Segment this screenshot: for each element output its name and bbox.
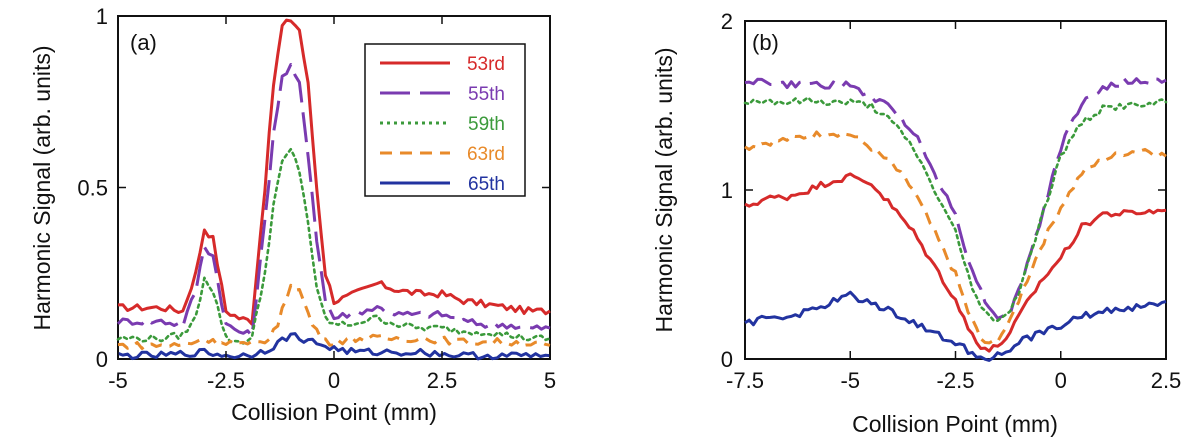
tick-layer-a: -5 -2.5 0 2.5 5 0 0.5 1 xyxy=(77,4,556,393)
series-line-63rd xyxy=(744,130,1167,345)
tick-layer-b: -7.5 -5 -2.5 0 2.5 0 1 2 xyxy=(721,9,1182,393)
legend-label-53rd: 53rd xyxy=(467,54,505,75)
legend-label-55th: 55th xyxy=(468,84,505,105)
legend-label-59th: 59th xyxy=(468,114,505,135)
y-tick-label: 0 xyxy=(721,347,733,372)
x-tick-label: -5 xyxy=(840,368,860,393)
series-line-65th xyxy=(117,332,551,361)
x-tick-label: -2.5 xyxy=(937,368,975,393)
series-line-55th xyxy=(116,63,551,338)
x-tick-label: 5 xyxy=(544,368,556,393)
y-tick-label: 2 xyxy=(721,9,733,34)
legend: 53rd 55th 59th 63rd 65th xyxy=(364,43,526,197)
panel-a: -5 -2.5 0 2.5 5 0 0.5 1 (a) 53rd 55th 59th 63rd 65t… xyxy=(29,4,556,425)
x-tick-label: -7.5 xyxy=(726,368,764,393)
y-axis-label-a: Harmonic Signal (arb. units) xyxy=(29,45,55,330)
series-line-59th xyxy=(116,147,552,345)
series-line-59th xyxy=(743,96,1168,322)
legend-box xyxy=(364,43,526,197)
series-line-55th xyxy=(744,77,1167,320)
panel-label-b: (b) xyxy=(752,30,779,55)
x-tick-label: -5 xyxy=(108,368,128,393)
legend-label-65th: 65th xyxy=(468,174,505,195)
panel-label-a: (a) xyxy=(130,30,157,55)
series-line-53rd xyxy=(117,18,551,326)
series-layer-a xyxy=(116,18,552,361)
x-tick-label: 2.5 xyxy=(1151,368,1182,393)
x-tick-label: 0 xyxy=(328,368,340,393)
y-tick-label: 0 xyxy=(96,347,108,372)
y-tick-label: 0.5 xyxy=(77,176,108,201)
legend-label-63rd: 63rd xyxy=(467,144,505,165)
x-axis-label-a: Collision Point (mm) xyxy=(231,399,437,425)
x-tick-label: 2.5 xyxy=(427,368,458,393)
x-tick-label: -2.5 xyxy=(207,368,245,393)
panel-b: -7.5 -5 -2.5 0 2.5 0 1 2 (b) Collision Point (m… xyxy=(651,9,1181,437)
series-layer-b xyxy=(743,77,1168,362)
series-line-53rd xyxy=(744,172,1167,353)
x-tick-label: 0 xyxy=(1055,368,1067,393)
y-tick-label: 1 xyxy=(96,4,108,29)
series-line-63rd xyxy=(117,283,551,350)
y-axis-label-b: Harmonic Signal (arb. units) xyxy=(651,47,677,332)
x-axis-label-b: Collision Point (mm) xyxy=(852,411,1058,437)
y-tick-label: 1 xyxy=(721,178,733,203)
series-line-65th xyxy=(744,290,1167,362)
